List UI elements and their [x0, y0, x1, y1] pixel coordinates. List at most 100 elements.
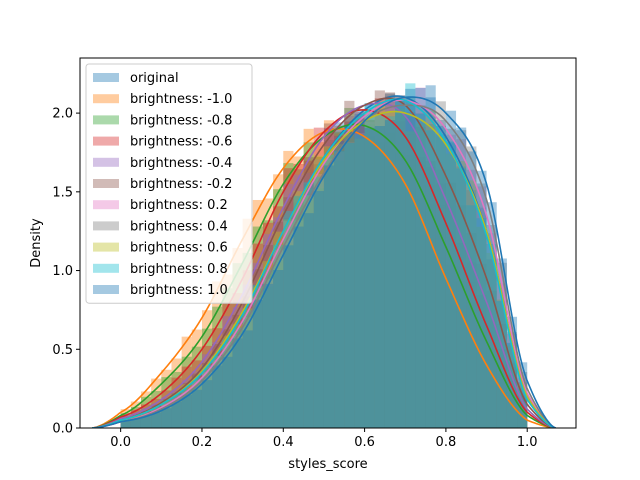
histogram-bar	[506, 384, 518, 428]
histogram-bar	[140, 412, 152, 428]
histogram-bar	[201, 371, 213, 428]
histogram-bar	[283, 245, 294, 428]
histogram-bar	[283, 244, 294, 428]
histogram-bar	[262, 245, 274, 428]
histogram-bar	[445, 134, 457, 428]
histogram-bar	[232, 327, 243, 428]
histogram-bar	[212, 344, 223, 428]
legend-swatch	[93, 115, 119, 125]
histogram-bar	[354, 138, 365, 428]
histogram-bar	[384, 93, 396, 428]
histogram-bar	[293, 174, 304, 428]
histogram-bar	[252, 262, 263, 428]
histogram-bar	[151, 406, 162, 428]
histogram-bar	[130, 418, 141, 428]
histogram-bar	[466, 205, 477, 428]
histogram-bar	[212, 328, 223, 428]
histogram-bar	[161, 403, 172, 428]
histogram-bar	[222, 339, 233, 428]
histogram-bar	[486, 342, 497, 428]
histogram-bar	[405, 131, 416, 428]
histogram-bar	[496, 258, 507, 428]
histogram-bar	[191, 385, 202, 428]
histogram-bar	[181, 379, 192, 428]
plot-area	[92, 83, 556, 428]
legend-swatch	[93, 73, 119, 82]
histogram-bar	[140, 408, 152, 428]
histogram-bar	[151, 410, 162, 428]
kde-line-3	[92, 109, 556, 428]
histogram-bar	[323, 158, 335, 428]
histogram-bar	[323, 146, 335, 428]
histogram-bar	[161, 399, 172, 428]
histogram-bar	[334, 131, 345, 428]
histogram-bar	[384, 93, 396, 428]
histogram-bar	[435, 119, 446, 428]
histogram-bar	[354, 125, 365, 428]
histogram-bar	[425, 161, 436, 428]
histogram-bar	[140, 415, 152, 428]
histogram-bar	[344, 120, 355, 428]
histogram-bar	[445, 110, 457, 428]
histogram-bar	[313, 191, 324, 428]
histogram-bar	[293, 219, 304, 428]
legend-item: original	[93, 71, 179, 86]
histogram-bar	[354, 118, 365, 428]
histogram-bar	[364, 114, 375, 428]
histogram-bar	[517, 377, 528, 428]
histogram-bar	[384, 101, 396, 428]
histogram-bar	[466, 233, 477, 428]
histogram-bar	[496, 283, 507, 428]
histogram-bar	[273, 244, 284, 428]
histogram-bar	[171, 393, 182, 428]
histogram-bar	[334, 144, 345, 428]
histogram-bar	[405, 190, 416, 428]
histogram-bar	[283, 168, 294, 428]
histogram-bar	[232, 338, 243, 428]
histogram-bar	[130, 416, 141, 428]
histogram-bar	[181, 336, 192, 428]
histogram-bar	[486, 376, 497, 428]
histogram-bar	[151, 404, 162, 428]
histogram-bar	[242, 270, 253, 428]
histogram-bar	[120, 420, 131, 428]
histogram-bar	[425, 110, 436, 428]
legend-box	[85, 63, 253, 304]
histogram-bar	[273, 189, 284, 428]
histogram-bar	[222, 343, 233, 428]
histogram-series-9	[120, 83, 528, 428]
histogram-bar	[395, 100, 406, 428]
histogram-bar	[181, 394, 192, 428]
histogram-bar	[283, 150, 294, 428]
histogram-bar	[120, 419, 131, 428]
histogram-bar	[364, 103, 375, 428]
histogram-bar	[374, 109, 385, 428]
histogram-bar	[232, 324, 243, 428]
histogram-bar	[334, 140, 345, 428]
legend-label: brightness: -0.6	[130, 135, 232, 150]
histogram-bar	[262, 261, 274, 428]
histogram-bar	[191, 371, 202, 428]
histogram-bar	[445, 199, 457, 428]
histogram-bar	[252, 269, 263, 428]
histogram-bar	[415, 226, 426, 428]
histogram-bar	[364, 123, 375, 428]
histogram-bar	[130, 416, 141, 428]
histogram-bar	[252, 284, 263, 428]
histogram-bar	[456, 168, 467, 428]
legend-label: original	[130, 71, 179, 86]
histogram-bar	[283, 219, 294, 428]
histogram-bar	[201, 376, 213, 428]
histogram-bar	[191, 346, 202, 428]
histogram-bar	[384, 92, 396, 428]
histogram-bar	[222, 288, 233, 428]
histogram-bar	[344, 130, 355, 428]
x-axis-ticks: 0.0 0.2 0.4 0.6 0.8 1.0	[110, 428, 538, 450]
histogram-bar	[374, 145, 385, 428]
histogram-bar	[181, 393, 192, 428]
histogram-bar	[252, 243, 263, 428]
histogram-bar	[232, 314, 243, 428]
histogram-bar	[445, 264, 457, 428]
histogram-bar	[262, 233, 274, 428]
histogram-bar	[344, 121, 355, 428]
